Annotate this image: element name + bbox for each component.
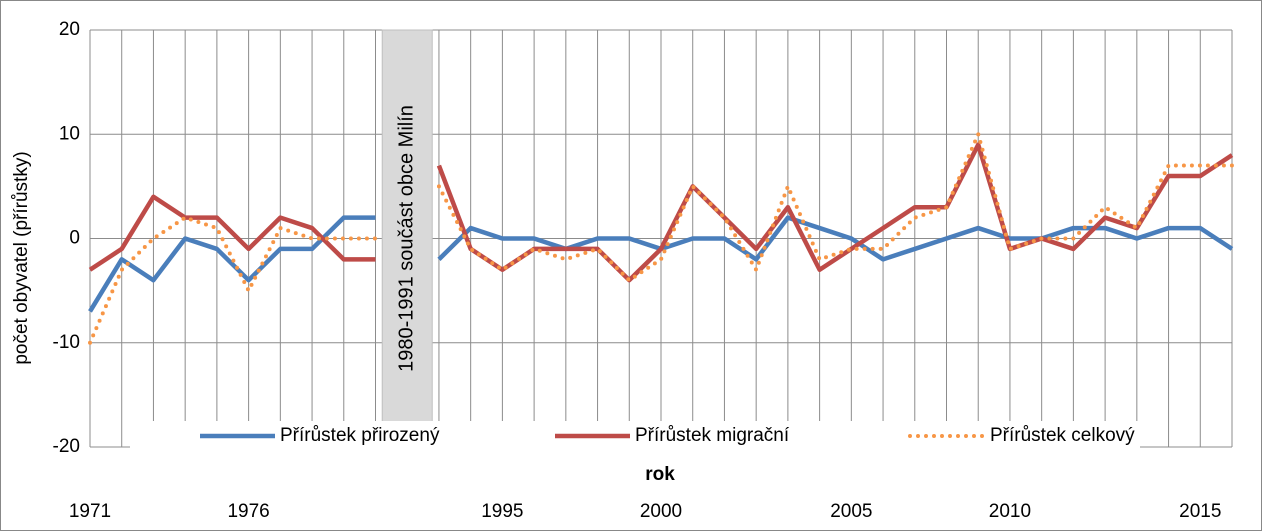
legend <box>130 421 1140 451</box>
y-tick-label: 20 <box>59 19 80 40</box>
x-tick-label: 2015 <box>1179 501 1221 522</box>
x-axis-title: rok <box>645 464 675 485</box>
y-axis-title: počet obyvatel (přírůstky) <box>11 151 32 364</box>
x-tick-label: 1971 <box>69 501 111 522</box>
y-tick-label: 10 <box>59 123 80 144</box>
x-tick-label: 2000 <box>640 501 682 522</box>
series-line <box>88 142 1234 283</box>
annotation: 1980-1991 součást obce Milín <box>396 105 418 372</box>
y-tick-label: -10 <box>53 332 80 353</box>
x-tick-label: 1995 <box>481 501 523 522</box>
x-tick-label: 1976 <box>227 501 269 522</box>
y-tick-label: -20 <box>53 436 80 457</box>
x-tick-label: 2010 <box>989 501 1031 522</box>
legend-label: Přírůstek přirozený <box>280 425 440 446</box>
legend-label: Přírůstek celkový <box>990 425 1135 446</box>
y-tick-label: 0 <box>69 228 80 249</box>
series-line <box>88 132 1234 345</box>
legend-label: Přírůstek migrační <box>635 425 790 446</box>
x-tick-label: 2005 <box>830 501 872 522</box>
annotation-band <box>381 29 433 448</box>
